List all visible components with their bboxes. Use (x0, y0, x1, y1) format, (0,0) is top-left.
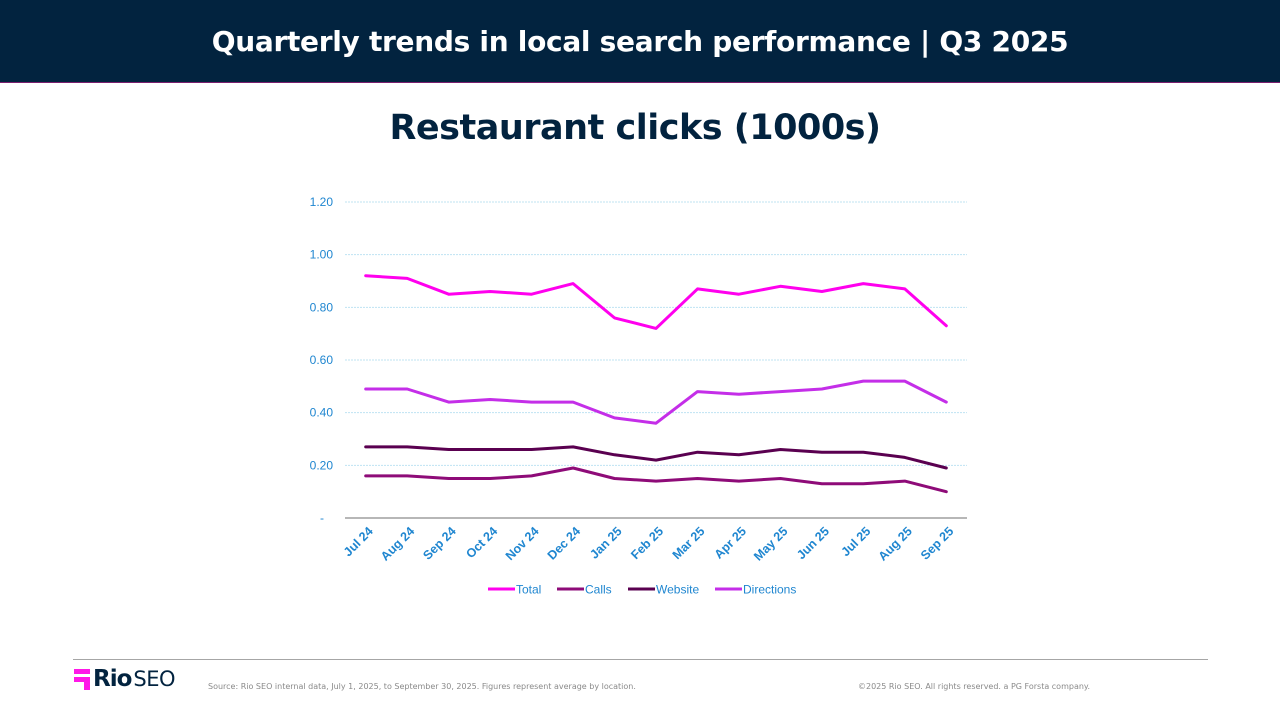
y-tick-label: 0.80 (310, 300, 334, 314)
x-tick-label: Jul 24 (341, 524, 376, 559)
x-tick-label: Oct 24 (463, 524, 500, 561)
series-line-directions (364, 379, 948, 425)
logo-mark-icon (74, 668, 90, 690)
x-tick-label: Aug 25 (876, 524, 915, 563)
logo-seo-text: SEO (133, 667, 176, 691)
legend-label-directions: Directions (743, 583, 796, 597)
y-tick-label: - (320, 511, 324, 525)
y-tick-label: 0.20 (310, 458, 334, 472)
slide-header: Quarterly trends in local search perform… (0, 0, 1280, 83)
legend-label-total: Total (516, 583, 541, 597)
y-tick-label: 1.00 (310, 248, 334, 262)
rio-seo-logo: Rio SEO (74, 666, 176, 692)
x-tick-label: Dec 24 (545, 524, 583, 562)
x-tick-label: Nov 24 (503, 524, 542, 563)
slide-title: Quarterly trends in local search perform… (211, 24, 1069, 58)
x-tick-label: Jun 25 (794, 524, 832, 562)
x-tick-label: May 25 (751, 524, 790, 563)
footer-divider (73, 659, 1208, 660)
y-tick-label: 0.40 (310, 406, 334, 420)
logo-rio-text: Rio (93, 666, 132, 692)
legend-label-website: Website (656, 583, 699, 597)
copyright-note: ©2025 Rio SEO. All rights reserved. a PG… (858, 682, 1091, 691)
x-tick-label: Feb 25 (628, 524, 666, 562)
x-tick-label: Aug 24 (378, 524, 417, 563)
x-tick-label: Jul 25 (838, 524, 873, 559)
chart-title: Restaurant clicks (1000s) (389, 108, 881, 148)
x-tick-label: Jan 25 (587, 524, 624, 561)
x-tick-label: Mar 25 (670, 524, 708, 562)
x-tick-label: Apr 25 (712, 524, 749, 561)
series-line-website (364, 445, 948, 470)
source-note: Source: Rio SEO internal data, July 1, 2… (208, 682, 636, 691)
y-tick-label: 1.20 (310, 195, 334, 209)
x-tick-label: Sep 25 (918, 524, 956, 562)
x-tick-label: Sep 24 (420, 524, 458, 562)
series-line-total (364, 274, 948, 330)
series-line-calls (364, 466, 948, 494)
y-tick-label: 0.60 (310, 353, 334, 367)
legend-label-calls: Calls (585, 583, 612, 597)
